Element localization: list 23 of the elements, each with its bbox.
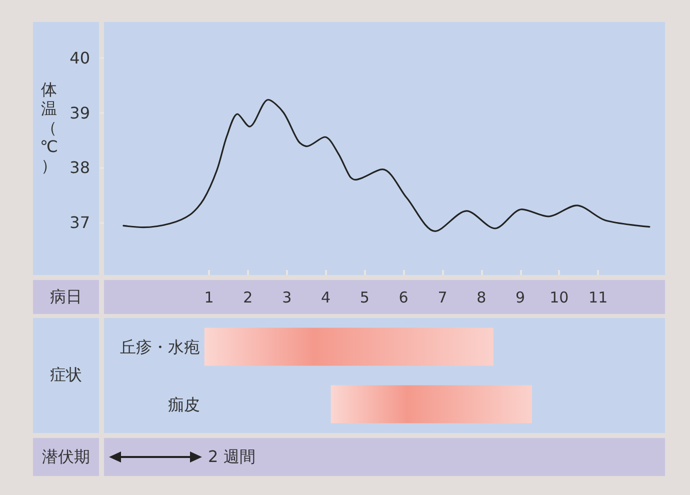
y-tick-label: 38 <box>70 158 90 178</box>
x-tick-label: 4 <box>320 288 331 306</box>
text: 2 週間 <box>208 446 256 468</box>
line-series <box>122 98 650 232</box>
x-tick-label: 11 <box>588 288 608 306</box>
x-tick-label: 2 <box>243 288 253 306</box>
y-axis-title: 体温（℃） <box>39 80 59 175</box>
x-tick-label: 9 <box>516 288 526 306</box>
y-tick-label: 痂皮 <box>168 394 200 414</box>
y-tick-label: 丘疹・水疱 <box>120 337 200 356</box>
x-tick-label: 10 <box>550 288 569 306</box>
x-tick-label: 1 <box>204 288 214 306</box>
x-tick-label: 7 <box>438 288 448 306</box>
x-tick-label: 8 <box>476 288 486 306</box>
y-tick-label: 39 <box>70 103 90 122</box>
y-tick-label: 40 <box>70 48 90 68</box>
y-axis-title: 症状 <box>33 318 99 433</box>
x-axis-title: 病日 <box>33 280 99 314</box>
y-tick-label: 37 <box>70 212 90 232</box>
x-tick-label: 5 <box>360 288 370 306</box>
text: 潜伏期 <box>33 438 99 476</box>
x-tick-label: 6 <box>398 288 408 306</box>
x-tick-label: 3 <box>282 288 292 306</box>
